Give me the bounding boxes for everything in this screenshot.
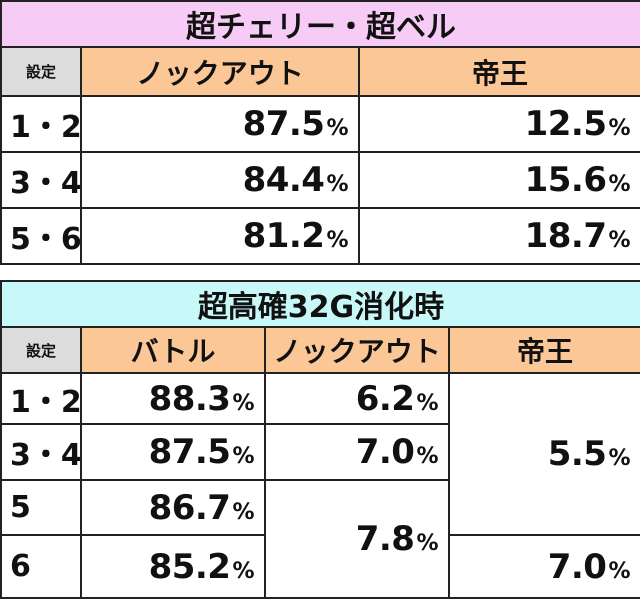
knockout-rate: 6.2% xyxy=(264,372,450,425)
column-header-teio: 帝王 xyxy=(448,326,640,374)
teio-rate: 12.5% xyxy=(357,95,640,153)
knockout-rate-merged: 7.8% xyxy=(264,479,450,599)
column-header-knockout: ノックアウト xyxy=(264,326,450,374)
column-header-teio: 帝王 xyxy=(357,46,640,97)
setting-value: 3・4 xyxy=(0,423,82,481)
table-title: 超高確32G消化時 xyxy=(0,280,640,328)
setting-value: 1・2 xyxy=(0,372,82,425)
setting-value: 3・4 xyxy=(0,151,82,209)
battle-rate: 86.7% xyxy=(80,479,266,536)
table-row: 1・2 87.5% 12.5% xyxy=(0,95,640,153)
table-row: 3・4 87.5% 7.0% xyxy=(0,423,640,481)
setting-value: 5 xyxy=(0,479,82,536)
teio-rate: 18.7% xyxy=(357,207,640,265)
rate-table-super-high-32g: 超高確32G消化時 設定 バトル ノックアウト 帝王 1・2 88.3% 6.2… xyxy=(0,280,640,599)
battle-rate: 85.2% xyxy=(80,534,266,599)
knockout-rate: 81.2% xyxy=(80,207,360,265)
table-row: 5 86.7% 7.8% xyxy=(0,479,640,599)
knockout-rate: 7.0% xyxy=(264,423,450,481)
table-title: 超チェリー・超ベル xyxy=(0,0,640,48)
column-header-battle: バトル xyxy=(80,326,266,374)
table-row: 6 85.2% 7.0% xyxy=(0,534,640,599)
knockout-rate: 87.5% xyxy=(80,95,360,153)
table-row: 1・2 88.3% 6.2% 5.5% xyxy=(0,372,640,536)
teio-rate: 15.6% xyxy=(357,151,640,209)
setting-value: 6 xyxy=(0,534,82,599)
column-header-knockout: ノックアウト xyxy=(80,46,360,97)
setting-header: 設定 xyxy=(0,326,82,374)
setting-value: 5・6 xyxy=(0,207,82,265)
rate-table-super-cherry-bell: 超チェリー・超ベル 設定 ノックアウト 帝王 1・2 87.5% 12.5% 3… xyxy=(0,0,640,265)
setting-header: 設定 xyxy=(0,46,82,97)
teio-rate: 7.0% xyxy=(448,534,640,599)
teio-rate-merged: 5.5% xyxy=(448,372,640,536)
battle-rate: 87.5% xyxy=(80,423,266,481)
knockout-rate: 84.4% xyxy=(80,151,360,209)
setting-value: 1・2 xyxy=(0,95,82,153)
battle-rate: 88.3% xyxy=(80,372,266,425)
table-row: 5・6 81.2% 18.7% xyxy=(0,207,640,265)
table-row: 3・4 84.4% 15.6% xyxy=(0,151,640,209)
